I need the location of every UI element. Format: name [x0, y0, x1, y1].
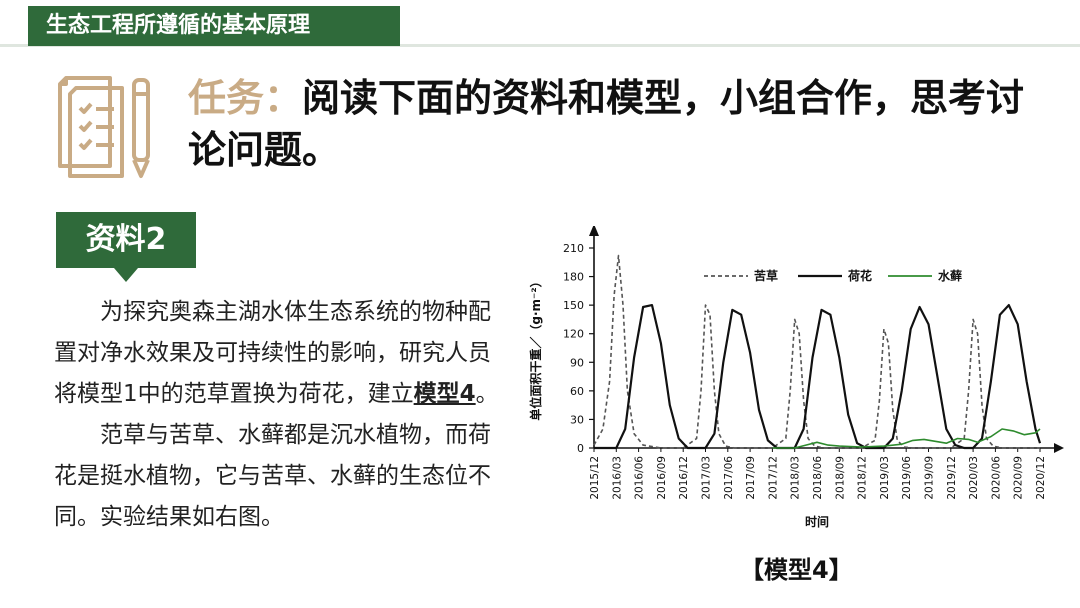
x-tick-label: 2019/03	[879, 456, 891, 500]
model-4-highlight: 模型4	[413, 381, 476, 407]
y-tick-label: 150	[563, 299, 584, 312]
x-tick-label: 2019/12	[946, 456, 958, 500]
x-tick-label: 2015/12	[589, 456, 601, 500]
x-tick-label: 2020/03	[968, 456, 980, 500]
y-axis-arrow	[589, 226, 599, 236]
chart-caption: 【模型4】	[740, 556, 853, 584]
material-tag: 资料2	[56, 212, 196, 268]
x-tick-label: 2018/12	[857, 456, 869, 500]
y-tick-label: 210	[563, 242, 584, 255]
x-tick-label: 2016/06	[634, 456, 646, 500]
x-axis-title: 时间	[805, 514, 829, 529]
x-tick-label: 2020/09	[1013, 456, 1025, 500]
material-paragraph-1: 为探究奥森主湖水体生态系统的物种配置对净水效果及可持续性的影响，研究人员将模型1…	[54, 299, 499, 407]
task-heading: 任务：阅读下面的资料和模型，小组合作，思考讨论问题。	[188, 72, 1058, 176]
x-tick-label: 2019/06	[901, 456, 913, 500]
y-axis-title: 单位面积干重／（g·m⁻²）	[528, 275, 543, 420]
x-tick-label: 2018/06	[812, 456, 824, 500]
material-paragraph-2: 范草与苦草、水藓都是沉水植物，而荷花是挺水植物，它与苦草、水藓的生态位不同。实验…	[54, 422, 491, 530]
x-tick-label: 2017/06	[723, 456, 735, 500]
section-title: 生态工程所遵循的基本原理	[28, 6, 400, 46]
y-tick-label: 120	[563, 328, 584, 341]
y-tick-label: 60	[570, 385, 584, 398]
y-tick-label: 30	[570, 413, 584, 426]
x-tick-label: 2016/09	[656, 456, 668, 500]
material-tag-pointer	[114, 268, 138, 282]
x-tick-label: 2017/12	[767, 456, 779, 500]
x-axis-arrow	[1054, 443, 1064, 453]
material-text: 为探究奥森主湖水体生态系统的物种配置对净水效果及可持续性的影响，研究人员将模型1…	[54, 292, 500, 538]
x-tick-label: 2018/09	[834, 456, 846, 500]
series-line-3	[772, 428, 1041, 449]
series-line-2	[594, 304, 1042, 450]
legend-label-1: 苦草	[754, 268, 778, 283]
series-line-1	[593, 254, 1040, 449]
task-label: 任务：	[188, 76, 303, 120]
legend-label-3: 水藓	[938, 268, 962, 283]
y-tick-label: 90	[570, 356, 584, 369]
header-rule	[0, 44, 1080, 47]
x-tick-label: 2017/03	[701, 456, 713, 500]
legend-label-2: 荷花	[847, 268, 872, 283]
checklist-pen-icon	[58, 76, 150, 178]
x-tick-label: 2017/09	[745, 456, 757, 500]
x-tick-label: 2019/09	[924, 456, 936, 500]
task-text: 阅读下面的资料和模型，小组合作，思考讨论问题。	[188, 76, 1025, 172]
x-tick-label: 2018/03	[790, 456, 802, 500]
x-tick-label: 2020/12	[1035, 456, 1047, 500]
y-tick-label: 180	[563, 271, 584, 284]
model-4-chart: 0 30 60 90 120 150 180 210 2015/12 2016/03 2016/06…	[528, 226, 1064, 529]
x-tick-label: 2016/12	[678, 456, 690, 500]
x-tick-label: 2020/06	[990, 456, 1002, 500]
x-tick-label: 2016/03	[611, 456, 623, 500]
y-tick-label: 0	[577, 442, 584, 455]
